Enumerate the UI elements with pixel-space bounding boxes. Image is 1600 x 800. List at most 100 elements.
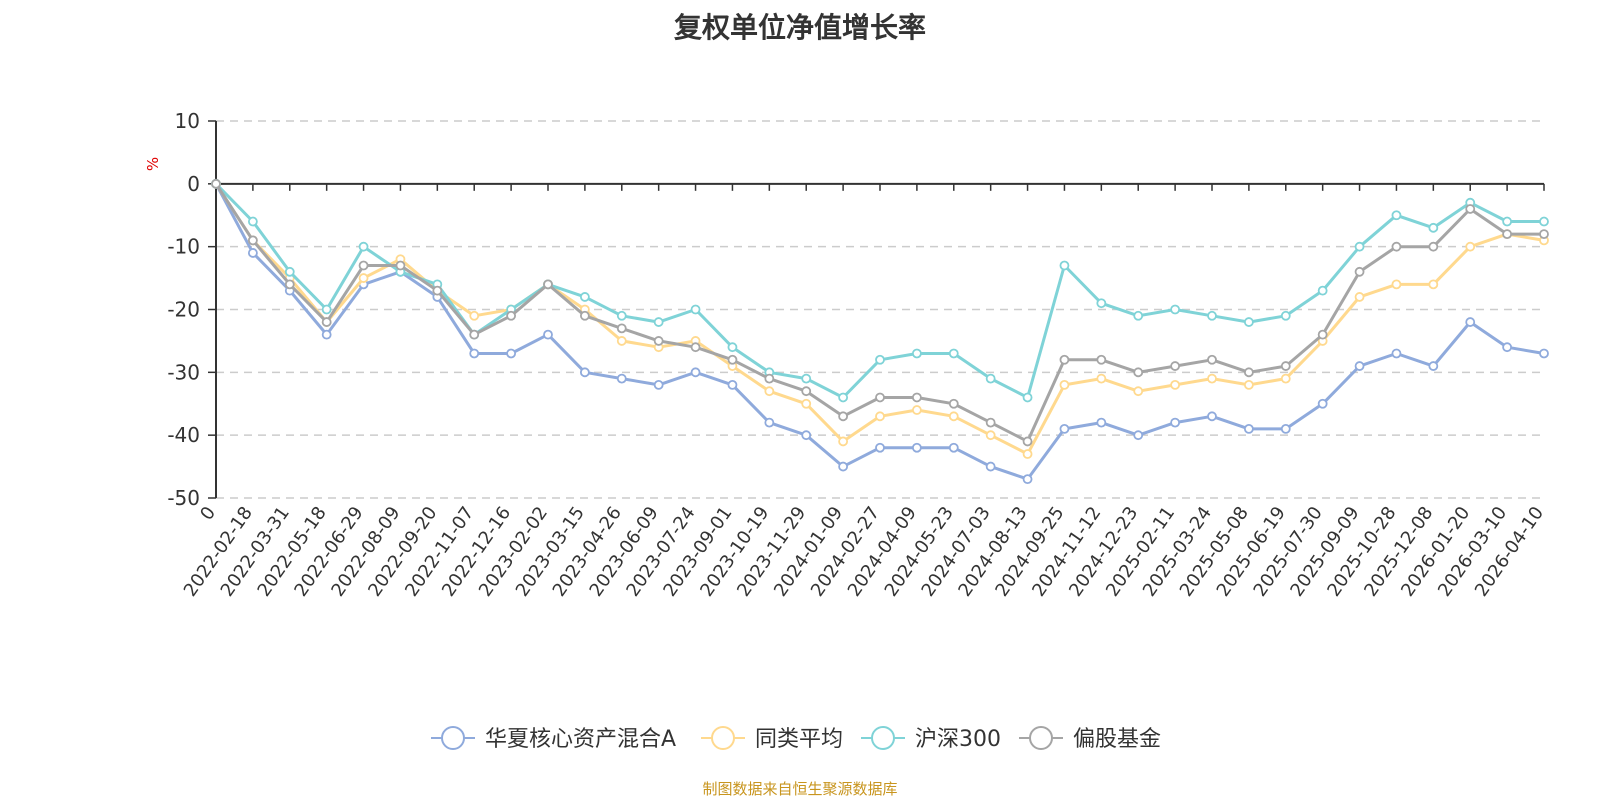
data-point: [1280, 361, 1291, 371]
data-point: [948, 442, 959, 453]
data-point: [1059, 354, 1070, 365]
data-point: [1502, 229, 1513, 240]
data-point: [616, 336, 627, 346]
data-point: [1391, 241, 1402, 252]
series-0: [211, 178, 1549, 485]
data-point: [911, 392, 922, 403]
data-point: [1428, 279, 1439, 290]
data-point: [469, 329, 480, 340]
data-point: [1391, 348, 1402, 359]
data-point: [1170, 417, 1181, 428]
data-point: [1133, 310, 1144, 321]
data-point: [1170, 304, 1181, 315]
data-point: [616, 310, 627, 321]
data-point: [838, 411, 849, 422]
data-point: [1280, 423, 1291, 434]
data-point: [875, 442, 885, 453]
data-point: [985, 461, 996, 472]
data-point: [727, 379, 738, 390]
source-note: 制图数据来自恒生聚源数据库: [702, 780, 898, 798]
data-point: [1022, 392, 1033, 403]
legend-marker-icon: [441, 726, 465, 750]
data-point: [1280, 310, 1291, 321]
data-point: [690, 367, 701, 378]
legend-label: 华夏核心资产混合A: [485, 727, 676, 752]
data-point: [875, 354, 885, 365]
chart-title: 复权单位净值增长率: [673, 11, 926, 44]
data-point: [1539, 348, 1549, 359]
data-point: [985, 373, 996, 384]
data-point: [1096, 373, 1107, 384]
data-point: [1465, 317, 1476, 327]
data-point: [1207, 310, 1217, 321]
series-3: [211, 178, 1549, 447]
data-point: [284, 279, 295, 290]
data-point: [247, 235, 258, 246]
data-point: [1280, 373, 1291, 384]
data-point: [358, 273, 369, 283]
series-line: [214, 182, 1544, 399]
data-point: [653, 379, 664, 390]
data-point: [1243, 423, 1254, 434]
legend-item[interactable]: 偏股基金: [1019, 726, 1161, 752]
legend-label: 沪深300: [915, 727, 1001, 752]
data-point: [911, 348, 922, 359]
legend-item[interactable]: 华夏核心资产混合A: [431, 726, 676, 752]
data-point: [506, 310, 517, 321]
data-point: [321, 329, 332, 340]
legend-marker-icon: [871, 726, 895, 750]
data-point: [506, 348, 517, 359]
legend-item[interactable]: 沪深300: [861, 726, 1001, 752]
data-point: [1243, 379, 1254, 390]
data-point: [1022, 436, 1033, 447]
data-point: [948, 398, 959, 409]
data-point: [1317, 398, 1328, 409]
data-point: [358, 241, 369, 252]
data-point: [1354, 241, 1365, 252]
series-1: [211, 178, 1549, 459]
axis-layer: 100-10-20-30-40-50%02022-02-182022-03-31…: [144, 109, 1548, 601]
data-point: [653, 317, 664, 327]
data-point: [1317, 285, 1328, 296]
data-point: [801, 386, 812, 397]
data-point: [1022, 474, 1033, 485]
y-tick-label: -10: [167, 235, 200, 259]
data-point: [395, 260, 406, 271]
y-tick-label: -20: [167, 298, 200, 322]
data-point: [579, 367, 590, 378]
data-point: [1170, 379, 1181, 390]
data-point: [1354, 266, 1365, 277]
data-point: [1539, 229, 1549, 240]
data-point: [1465, 204, 1476, 214]
data-point: [911, 405, 922, 415]
data-point: [1207, 354, 1217, 365]
data-point: [1502, 216, 1513, 227]
data-point: [1243, 317, 1254, 327]
data-point: [690, 304, 701, 315]
data-point: [1096, 417, 1107, 428]
legend-item[interactable]: 同类平均: [701, 726, 843, 752]
data-point: [801, 373, 812, 384]
legend-marker-icon: [1029, 726, 1053, 750]
legend-marker-icon: [711, 726, 735, 750]
legend[interactable]: 华夏核心资产混合A 同类平均 沪深300 偏股基金: [431, 726, 1161, 752]
y-tick-label: 0: [187, 172, 200, 196]
data-point: [727, 342, 738, 353]
data-point: [948, 348, 959, 359]
y-axis-unit-label: %: [144, 157, 162, 171]
data-point: [469, 310, 480, 321]
data-point: [1170, 361, 1181, 371]
data-point: [1059, 423, 1070, 434]
data-point: [543, 279, 553, 290]
data-point: [1428, 361, 1439, 371]
y-tick-label: 10: [175, 109, 200, 133]
data-point: [543, 329, 553, 340]
data-point: [1391, 210, 1402, 221]
data-point: [690, 342, 701, 353]
data-point: [985, 430, 996, 441]
data-point: [838, 392, 849, 403]
data-point: [579, 292, 590, 302]
data-point: [1207, 411, 1217, 422]
data-point: [1059, 260, 1070, 271]
